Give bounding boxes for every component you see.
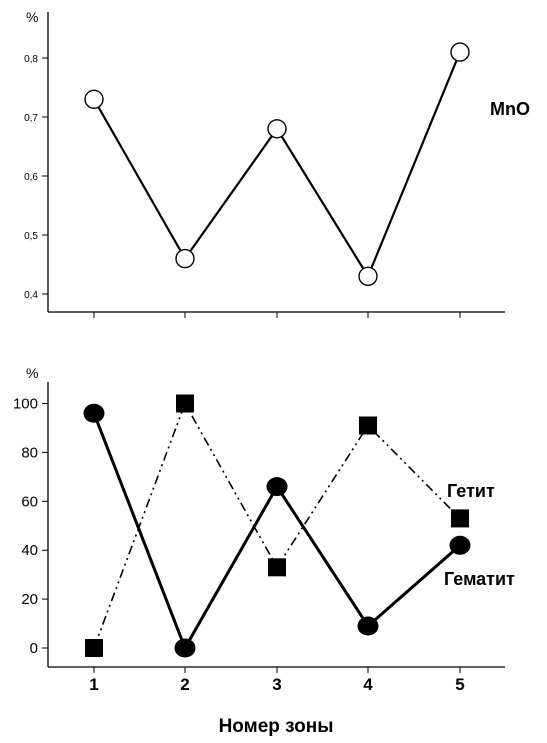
bottom-y-ticks: 0 20 40 60 80 100 bbox=[13, 396, 48, 657]
bottom-y-tick-label: 80 bbox=[21, 444, 38, 461]
bottom-y-tick-label: 20 bbox=[21, 591, 38, 608]
top-x-ticks bbox=[93, 312, 461, 318]
bottom-x-tick-label: 5 bbox=[455, 675, 464, 694]
bottom-y-tick-label: 100 bbox=[13, 396, 38, 413]
series-label-goethite: Гетит bbox=[447, 481, 495, 501]
bottom-x-tick-label: 1 bbox=[89, 675, 98, 694]
top-y-tick-label: 0,6 bbox=[24, 172, 38, 183]
mno-point bbox=[267, 119, 287, 139]
hematite-point bbox=[174, 638, 196, 658]
hematite-point bbox=[83, 403, 105, 423]
bottom-y-tick-label: 60 bbox=[21, 493, 38, 510]
bottom-y-tick-label: 0 bbox=[30, 640, 38, 657]
goethite-point bbox=[359, 416, 377, 435]
bottom-x-tick-label: 3 bbox=[272, 675, 281, 694]
x-axis-title: Номер зоны bbox=[219, 716, 334, 737]
goethite-point bbox=[268, 558, 286, 577]
top-y-tick-label: 0,7 bbox=[24, 113, 38, 124]
mno-point bbox=[450, 42, 470, 62]
bottom-x-ticks: 1 2 3 4 5 bbox=[89, 667, 465, 694]
mno-point bbox=[175, 248, 195, 269]
top-series-group bbox=[84, 42, 470, 286]
goethite-point bbox=[85, 639, 103, 657]
bottom-y-tick-label: 40 bbox=[21, 542, 38, 559]
goethite-line bbox=[93, 401, 461, 649]
hematite-point bbox=[357, 616, 379, 636]
top-y-tick-label: 0,4 bbox=[24, 290, 38, 301]
bottom-y-unit: % bbox=[26, 365, 38, 381]
bottom-x-tick-label: 2 bbox=[180, 675, 189, 694]
hematite-point bbox=[266, 477, 288, 497]
bottom-series-group bbox=[83, 394, 471, 658]
hematite-point bbox=[449, 535, 471, 555]
hematite-line bbox=[92, 412, 461, 652]
top-y-ticks: 0,4 0,5 0,6 0,7 0,8 bbox=[24, 54, 48, 301]
series-label-mno: MnO bbox=[490, 99, 530, 119]
goethite-point bbox=[176, 394, 194, 413]
mno-line bbox=[93, 51, 462, 279]
top-y-tick-label: 0,5 bbox=[24, 231, 38, 242]
mno-point bbox=[84, 89, 104, 110]
series-label-hematite: Гематит bbox=[444, 569, 515, 589]
top-y-unit: % bbox=[26, 9, 38, 25]
goethite-point bbox=[451, 509, 469, 528]
bottom-x-tick-label: 4 bbox=[363, 675, 373, 694]
top-y-tick-label: 0,8 bbox=[24, 54, 38, 65]
mno-point bbox=[358, 266, 378, 286]
